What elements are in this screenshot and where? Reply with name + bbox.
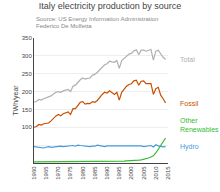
svg-text:1980: 1980 bbox=[80, 166, 86, 180]
svg-text:1970: 1970 bbox=[55, 166, 61, 180]
svg-text:Total: Total bbox=[180, 56, 195, 63]
svg-text:2005: 2005 bbox=[141, 166, 147, 180]
svg-text:1965: 1965 bbox=[43, 166, 49, 180]
svg-text:Federico De Molfetta: Federico De Molfetta bbox=[36, 23, 92, 29]
svg-text:350: 350 bbox=[22, 35, 33, 41]
svg-text:2015: 2015 bbox=[165, 166, 171, 180]
svg-text:200: 200 bbox=[22, 89, 33, 95]
svg-text:300: 300 bbox=[22, 53, 33, 59]
svg-text:1990: 1990 bbox=[104, 166, 110, 180]
svg-text:1960: 1960 bbox=[31, 166, 37, 180]
svg-text:Italy electricity production b: Italy electricity production by source bbox=[39, 1, 182, 11]
svg-text:1995: 1995 bbox=[116, 166, 122, 180]
svg-text:1975: 1975 bbox=[68, 166, 74, 180]
svg-text:2010: 2010 bbox=[153, 166, 159, 180]
svg-text:TWh/year: TWh/year bbox=[12, 85, 20, 116]
svg-text:Source: US Energy Information: Source: US Energy Information Administra… bbox=[36, 16, 158, 22]
svg-text:250: 250 bbox=[22, 71, 33, 77]
svg-text:2000: 2000 bbox=[128, 166, 134, 180]
svg-text:Fossil: Fossil bbox=[180, 100, 199, 107]
svg-text:100: 100 bbox=[22, 124, 33, 130]
svg-text:OtherRenewables: OtherRenewables bbox=[180, 117, 219, 133]
svg-text:150: 150 bbox=[22, 107, 33, 113]
svg-text:1985: 1985 bbox=[92, 166, 98, 180]
svg-text:Hydro: Hydro bbox=[180, 143, 199, 151]
